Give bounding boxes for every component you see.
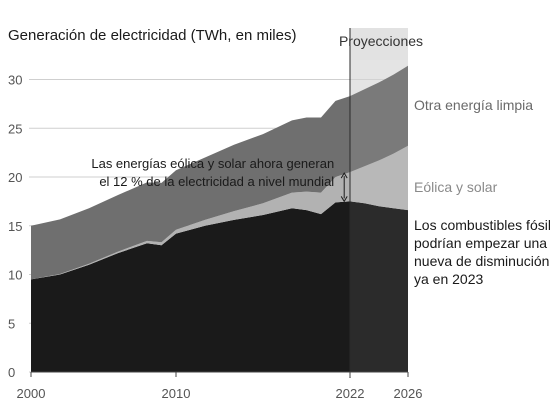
x-tick-label: 2026 — [394, 386, 423, 401]
y-tick-label: 5 — [8, 316, 15, 331]
x-tick-label: 2022 — [336, 386, 365, 401]
area-series — [31, 201, 408, 372]
chart-title: Generación de electricidad (TWh, en mile… — [8, 27, 296, 44]
series-label-wind-solar: Eólica y solar — [414, 179, 498, 195]
annotation-text: Las energías eólica y solar ahora genera… — [91, 156, 334, 189]
y-tick-label: 0 — [8, 365, 15, 380]
series-label-fossil: Los combustibles fósiles podrían empezar … — [414, 217, 550, 287]
annotation-line: Las energías eólica y solar ahora genera… — [91, 156, 334, 171]
series-label-fossil-line: podrían empezar una era — [414, 235, 550, 251]
projection-shade — [350, 60, 408, 372]
series-label-fossil-line: Los combustibles fósiles — [414, 217, 550, 233]
y-tick-label: 25 — [8, 121, 22, 136]
x-tick-label: 2000 — [17, 386, 46, 401]
y-tick-label: 20 — [8, 170, 22, 185]
series-label-other-clean: Otra energía limpia — [414, 97, 533, 113]
annotation-line: el 12 % de la electricidad a nivel mundi… — [99, 174, 334, 189]
series-label-fossil-line: ya en 2023 — [414, 271, 483, 287]
y-tick-label: 10 — [8, 268, 22, 283]
annotation-arrowhead-bottom — [340, 196, 348, 203]
area-series — [31, 65, 408, 280]
x-tick-label: 2010 — [162, 386, 191, 401]
y-tick-label: 15 — [8, 219, 22, 234]
series-label-fossil-line: nueva de disminución — [414, 253, 549, 269]
y-tick-label: 30 — [8, 73, 22, 88]
projection-label: Proyecciones — [339, 33, 423, 49]
annotation-arrowhead-top — [340, 172, 348, 179]
